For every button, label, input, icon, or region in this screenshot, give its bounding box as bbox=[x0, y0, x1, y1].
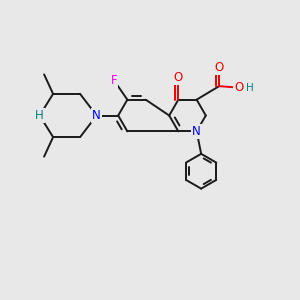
Text: F: F bbox=[110, 74, 117, 87]
Text: N: N bbox=[92, 109, 101, 122]
Text: H: H bbox=[246, 83, 254, 93]
Text: N: N bbox=[192, 125, 201, 138]
Text: O: O bbox=[234, 81, 243, 94]
Text: H: H bbox=[35, 109, 44, 122]
Text: O: O bbox=[174, 71, 183, 84]
Text: O: O bbox=[214, 61, 224, 74]
